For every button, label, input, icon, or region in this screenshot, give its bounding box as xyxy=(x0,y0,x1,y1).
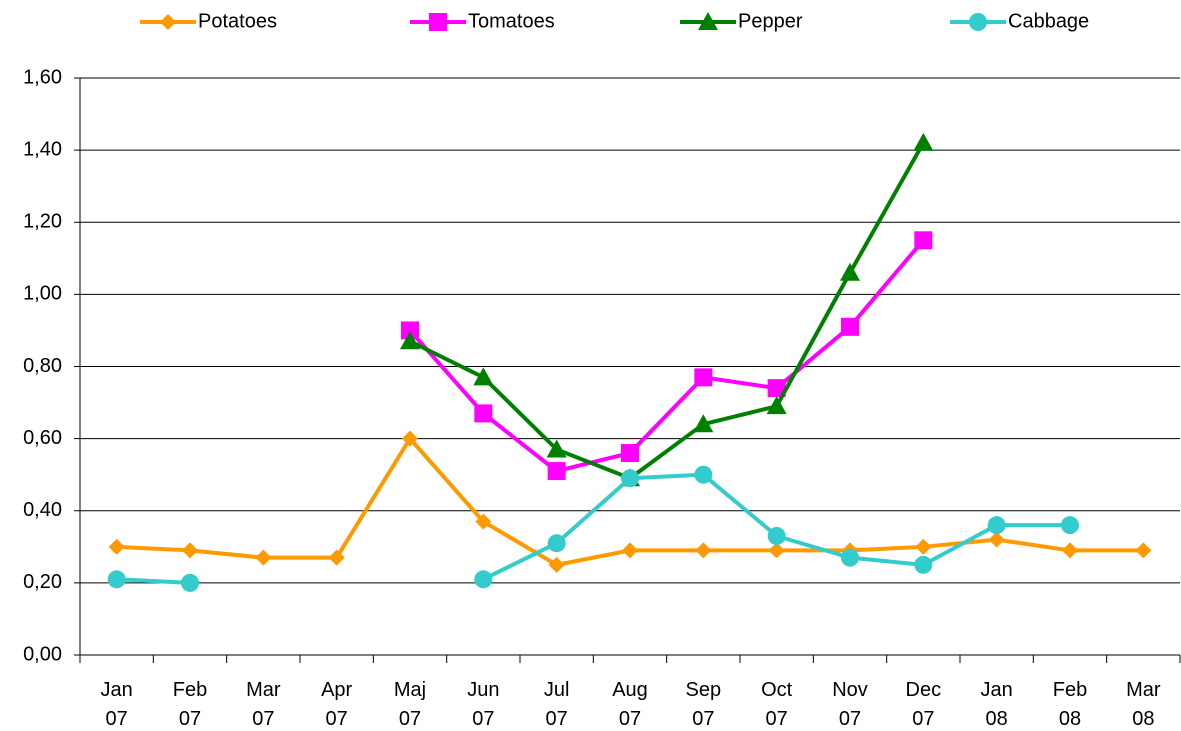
data-point xyxy=(1061,516,1079,535)
y-tick-label: 0,60 xyxy=(23,427,62,449)
data-point xyxy=(766,396,787,415)
x-tick-label: Sep 07 xyxy=(685,679,722,730)
y-tick-label: 0,80 xyxy=(23,355,62,377)
data-point xyxy=(695,542,712,559)
x-tick-label: Jul 07 xyxy=(543,679,570,730)
data-point xyxy=(1135,542,1152,559)
y-tick-label: 1,00 xyxy=(23,283,62,305)
data-point xyxy=(767,379,786,398)
data-point xyxy=(547,462,566,481)
data-point xyxy=(473,367,494,386)
data-point xyxy=(840,262,860,281)
legend-marker xyxy=(429,13,447,31)
data-point xyxy=(841,548,859,567)
legend-label: Cabbage xyxy=(1008,10,1089,32)
legend-marker xyxy=(160,14,176,30)
x-tick-label: Feb 07 xyxy=(172,679,208,730)
series-line xyxy=(409,141,926,481)
data-point xyxy=(402,430,418,447)
legend-label: Pepper xyxy=(738,10,803,32)
legend-marker xyxy=(969,13,987,31)
data-point xyxy=(987,516,1006,535)
x-tick-label: Aug 07 xyxy=(612,679,648,730)
data-point xyxy=(1062,542,1078,559)
legend-label: Potatoes xyxy=(198,10,277,32)
data-point xyxy=(475,513,492,530)
data-point xyxy=(107,570,126,589)
data-point xyxy=(108,538,125,555)
x-tick-label: Nov 07 xyxy=(832,679,868,730)
data-point xyxy=(841,317,859,336)
legend-marker xyxy=(698,12,718,30)
data-point xyxy=(694,465,713,484)
data-point xyxy=(622,542,638,559)
data-point xyxy=(694,368,713,387)
data-point xyxy=(255,549,272,566)
x-tick-label: Mar 07 xyxy=(246,679,281,730)
x-tick-label: Mar 08 xyxy=(1126,679,1161,730)
data-point xyxy=(328,549,345,566)
data-point xyxy=(546,439,567,458)
data-point xyxy=(693,414,714,433)
x-tick-label: Maj 07 xyxy=(393,679,427,730)
data-point xyxy=(182,542,198,559)
x-tick-label: Oct 07 xyxy=(761,679,793,730)
data-point xyxy=(474,570,493,589)
y-tick-label: 1,40 xyxy=(23,138,62,160)
y-tick-label: 1,60 xyxy=(23,66,62,88)
data-point xyxy=(913,132,934,151)
y-tick-label: 0,00 xyxy=(23,643,62,665)
data-point xyxy=(767,526,786,545)
y-tick-label: 0,40 xyxy=(23,499,62,521)
x-tick-label: Feb 08 xyxy=(1052,679,1088,730)
data-point xyxy=(914,231,933,250)
data-point xyxy=(547,534,566,553)
data-point xyxy=(621,444,639,463)
data-point xyxy=(474,404,493,423)
x-tick-label: Dec 07 xyxy=(905,679,942,730)
data-point xyxy=(914,555,933,574)
data-point xyxy=(181,573,199,592)
x-tick-label: Jan 07 xyxy=(100,679,133,730)
data-point xyxy=(768,542,785,559)
data-point xyxy=(988,531,1005,548)
x-tick-label: Jan 08 xyxy=(980,679,1013,730)
series-line xyxy=(408,238,925,474)
x-tick-label: Apr 07 xyxy=(321,679,353,730)
data-point xyxy=(401,321,419,340)
data-point xyxy=(400,331,420,350)
y-tick-label: 0,20 xyxy=(23,571,62,593)
data-point xyxy=(915,538,932,555)
legend-label: Tomatoes xyxy=(468,10,555,32)
data-point xyxy=(621,469,639,488)
x-tick-label: Jun 07 xyxy=(467,679,500,730)
data-point xyxy=(548,556,565,573)
y-tick-label: 1,20 xyxy=(23,211,62,233)
